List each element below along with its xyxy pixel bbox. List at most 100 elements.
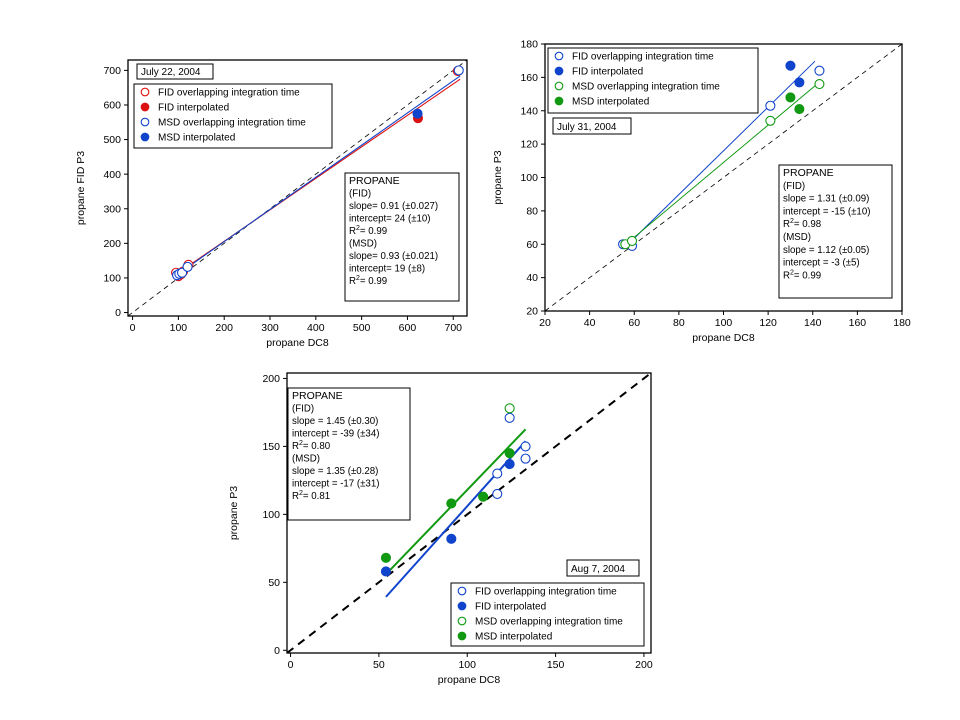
y-tick-label: 100 [262, 509, 280, 521]
y-tick-label: 40 [526, 272, 538, 284]
stats-r2-line: R2= 0.81 [292, 490, 330, 502]
data-point-open [765, 115, 776, 126]
chart-panel-1: 0 100 200 300 400 500 600 700 0 100 200 300 400 500 60… [75, 59, 468, 349]
x-tick-label: 0 [130, 322, 136, 334]
legend-box [133, 83, 333, 149]
legend-marker [140, 102, 150, 112]
stats-line: slope= 0.93 (±0.021) [349, 251, 438, 262]
data-point-open [814, 79, 825, 90]
chart-panel-2: 20 40 60 80 100 120 140 160 180 20 40 60 80 100 120 140… [492, 39, 911, 344]
superscript-2: 2 [299, 490, 303, 497]
legend-marker [457, 631, 467, 641]
date-label: July 22, 2004 [141, 67, 201, 78]
legend: FID overlapping integration time FID inte… [450, 582, 645, 647]
x-tick-label: 180 [893, 317, 911, 329]
data-point-open [504, 412, 515, 423]
fit-line-fid [385, 440, 527, 598]
stats-line: (MSD) [292, 454, 320, 465]
y-tick-label: 80 [526, 205, 538, 217]
superscript-2: 2 [790, 269, 794, 276]
data-point-open [814, 65, 825, 76]
legend-label: MSD overlapping integration time [475, 617, 623, 628]
stats-line: intercept = -3 (±5) [783, 258, 860, 269]
data-point-filled [785, 92, 796, 103]
x-tick-label: 160 [849, 317, 867, 329]
legend-marker [457, 616, 467, 626]
y-tick-label: 60 [526, 239, 538, 251]
y-tick-label: 50 [268, 577, 280, 589]
legend-label: MSD interpolated [475, 632, 552, 643]
legend-label: FID interpolated [158, 103, 229, 114]
data-point-open [492, 468, 503, 479]
data-point-open [504, 403, 515, 414]
superscript-2: 2 [356, 275, 360, 282]
stats-line: PROPANE [349, 175, 400, 187]
fit-line-msd [173, 75, 461, 278]
y-tick-label: 200 [262, 373, 280, 385]
data-point-open [520, 453, 531, 464]
plot-area [128, 60, 467, 316]
data-point-filled [380, 552, 392, 563]
stats-box-frame [778, 164, 893, 299]
x-tick-label: 120 [759, 317, 777, 329]
legend-label: FID overlapping integration time [572, 52, 714, 63]
date-label: Aug 7, 2004 [571, 564, 625, 575]
x-tick-label: 100 [715, 317, 733, 329]
fit-line-msd [627, 85, 816, 244]
r-value: = 0.99 [794, 270, 821, 281]
x-tick-label: 40 [584, 317, 596, 329]
data-point-filled [504, 459, 515, 470]
stats-box: PROPANE (FID)slope= 0.91 (±0.027) intercep… [344, 172, 460, 302]
plot-frame [286, 372, 652, 654]
x-tick-label: 20 [539, 317, 551, 329]
date-label-box [552, 117, 632, 135]
legend-marker [554, 51, 564, 61]
legend: FID overlapping integration time FID inte… [133, 83, 333, 149]
data-point-filled [794, 104, 805, 115]
stats-r2-line: R2= 0.99 [349, 225, 387, 237]
y-tick-label: 0 [115, 307, 121, 319]
stats-line: intercept = -39 (±34) [292, 429, 379, 440]
stats-r2-line: R2= 0.98 [783, 218, 821, 230]
y-tick-label: 100 [103, 273, 121, 285]
y-tick-label: 200 [103, 238, 121, 250]
plot-area [545, 44, 902, 311]
legend-marker [554, 66, 564, 76]
data-point-filled [478, 491, 489, 502]
x-tick-label: 700 [444, 322, 462, 334]
superscript-2: 2 [790, 218, 794, 225]
legend-label: FID interpolated [475, 602, 546, 613]
stats-r2-line: R2= 0.99 [349, 275, 387, 287]
fit-line-fid [627, 60, 816, 246]
data-point-filled [504, 448, 515, 459]
x-tick-label: 300 [261, 322, 279, 334]
r-value: = 0.80 [303, 441, 331, 452]
legend-marker [457, 601, 467, 611]
x-tick-label: 200 [635, 659, 653, 671]
stats-line: slope = 1.31 (±0.09) [783, 194, 869, 205]
stats-box-frame [287, 387, 411, 521]
data-point-filled [446, 498, 457, 509]
stats-line: slope = 1.12 (±0.05) [783, 245, 869, 256]
r-symbol: R [349, 276, 356, 287]
stats-r2-line: R2= 0.80 [292, 440, 331, 452]
stats-line: intercept= 24 (±10) [349, 214, 431, 225]
one-to-one-line [545, 44, 902, 311]
legend-label: FID overlapping integration time [475, 587, 617, 598]
legend-marker [554, 96, 564, 106]
one-to-one-line [128, 60, 467, 316]
data-point-filled [380, 566, 392, 577]
y-tick-label: 160 [520, 72, 538, 84]
x-tick-label: 400 [307, 322, 325, 334]
stats-line: slope = 1.35 (±0.28) [292, 466, 378, 477]
x-tick-label: 140 [804, 317, 822, 329]
stats-r2-line: R2= 0.99 [783, 269, 821, 281]
stats-line: (MSD) [783, 232, 811, 243]
x-tick-label: 600 [399, 322, 417, 334]
data-point-open [453, 65, 464, 76]
r-value: = 0.99 [360, 276, 387, 287]
r-symbol: R [783, 219, 790, 230]
y-tick-label: 500 [103, 134, 121, 146]
r-symbol: R [349, 226, 356, 237]
legend: FID overlapping integration time FID inte… [547, 47, 759, 114]
